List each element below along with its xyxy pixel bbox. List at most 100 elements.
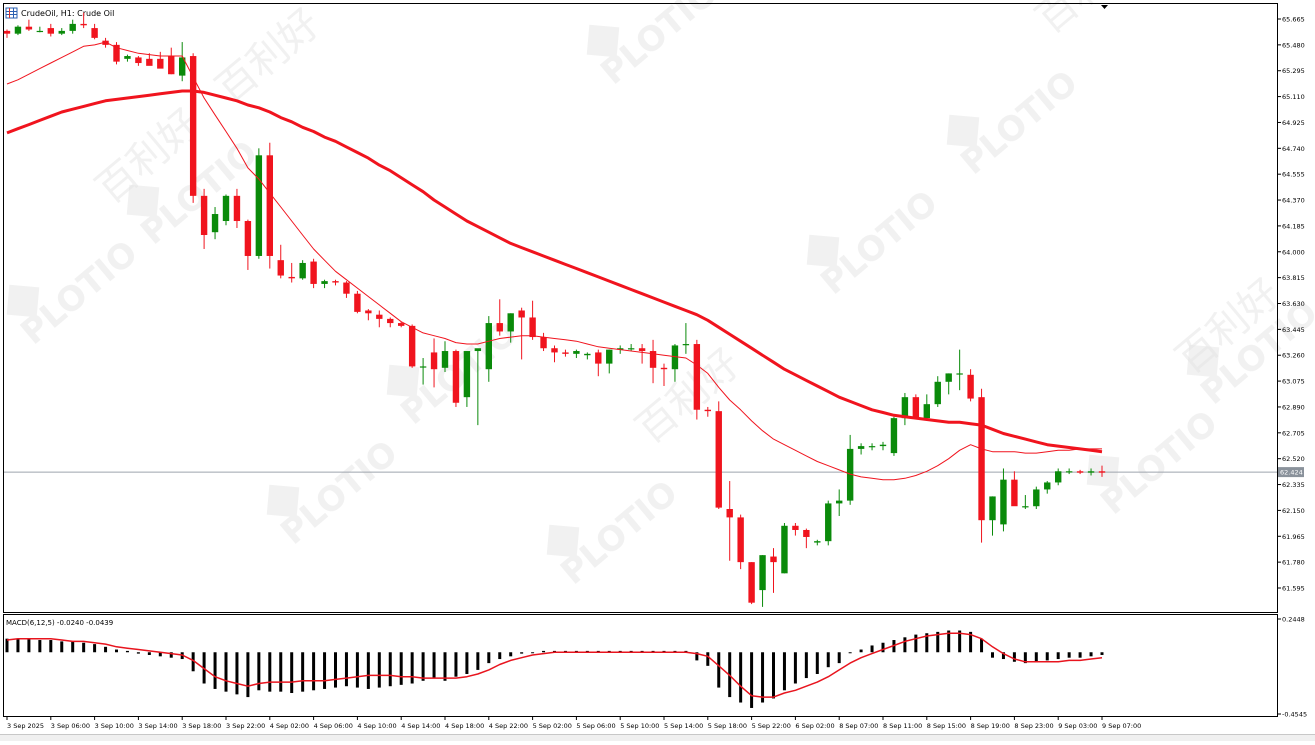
candle[interactable] [168,56,175,75]
candle[interactable] [868,446,876,448]
candle[interactable] [102,40,109,45]
candle[interactable] [222,195,230,222]
candle[interactable] [1011,479,1018,507]
candle[interactable] [540,337,547,349]
candle[interactable] [321,281,328,284]
candle[interactable] [595,352,602,364]
candle[interactable] [934,381,941,405]
candle[interactable] [211,214,219,233]
candle[interactable] [967,374,974,399]
candle[interactable] [419,366,427,368]
candle[interactable] [189,56,197,196]
candle[interactable] [200,195,208,235]
candle[interactable] [551,348,558,353]
candle[interactable] [463,351,471,398]
candle[interactable] [255,155,263,256]
candle[interactable] [441,351,449,368]
candle[interactable] [726,509,733,518]
candle[interactable] [638,348,646,352]
candle[interactable] [179,57,186,76]
candle[interactable] [704,409,711,412]
candle[interactable] [91,28,98,38]
candle[interactable] [846,448,854,501]
candle[interactable] [408,325,416,367]
chart-grid-icon[interactable] [5,7,18,19]
candle[interactable] [748,562,755,603]
candle[interactable] [792,525,799,530]
candle[interactable] [857,446,865,449]
candle[interactable] [157,58,164,69]
candle[interactable] [266,155,273,256]
candle[interactable] [814,541,821,543]
candle[interactable] [836,500,843,504]
candle[interactable] [430,352,438,370]
candle[interactable] [671,345,679,370]
candle[interactable] [135,57,142,64]
candle[interactable] [825,503,832,542]
candle[interactable] [759,555,766,591]
candle[interactable] [923,404,930,419]
candle[interactable] [1065,471,1073,473]
candle[interactable] [3,30,11,34]
candle[interactable] [912,397,920,419]
candle[interactable] [989,496,996,521]
candle[interactable] [1033,489,1040,507]
candle[interactable] [233,195,241,222]
candle[interactable] [387,318,394,324]
candle[interactable] [485,323,492,370]
candle[interactable] [978,397,985,521]
candle[interactable] [660,367,668,370]
candle[interactable] [781,525,788,574]
candle[interactable] [146,58,153,66]
candle[interactable] [69,23,76,31]
candle[interactable] [737,517,744,563]
candle[interactable] [518,310,525,318]
candle[interactable] [113,44,120,62]
candle[interactable] [606,349,613,364]
candle[interactable] [682,344,690,346]
candle[interactable] [715,411,722,508]
candle[interactable] [890,418,898,454]
candle[interactable] [1044,482,1051,490]
candle[interactable] [1055,471,1062,483]
candle[interactable] [1022,506,1029,508]
candle[interactable] [365,310,372,314]
candle[interactable] [956,373,963,375]
candle[interactable] [452,351,460,403]
candle[interactable] [879,444,887,447]
candle[interactable] [36,30,44,33]
candle[interactable] [562,352,569,354]
candle[interactable] [770,556,777,563]
candle[interactable] [584,353,591,356]
candle[interactable] [945,373,952,382]
candle[interactable] [124,56,131,59]
candle[interactable] [343,282,350,294]
candle[interactable] [617,348,624,350]
chart-shift-marker[interactable] [1101,5,1108,9]
candle[interactable] [1098,471,1106,473]
horizontal-scrollbar[interactable] [0,734,1315,741]
candle[interactable] [354,293,361,312]
candle[interactable] [376,314,383,319]
candle[interactable] [693,344,701,410]
candle[interactable] [310,261,317,284]
candle[interactable] [507,313,514,332]
candle[interactable] [277,260,284,276]
candle[interactable] [332,281,339,283]
candle[interactable] [496,323,503,332]
candle[interactable] [25,26,33,30]
candle[interactable] [14,26,22,34]
candle[interactable] [627,348,635,350]
candle[interactable] [474,348,482,352]
candle[interactable] [1087,471,1095,473]
candle[interactable] [649,351,657,368]
candle[interactable] [1076,471,1084,473]
candle[interactable] [573,351,580,354]
candle[interactable] [288,276,295,279]
candle[interactable] [803,529,810,537]
candle[interactable] [80,23,87,26]
candle[interactable] [58,30,65,34]
candle[interactable] [398,323,405,326]
candle[interactable] [1000,479,1007,525]
